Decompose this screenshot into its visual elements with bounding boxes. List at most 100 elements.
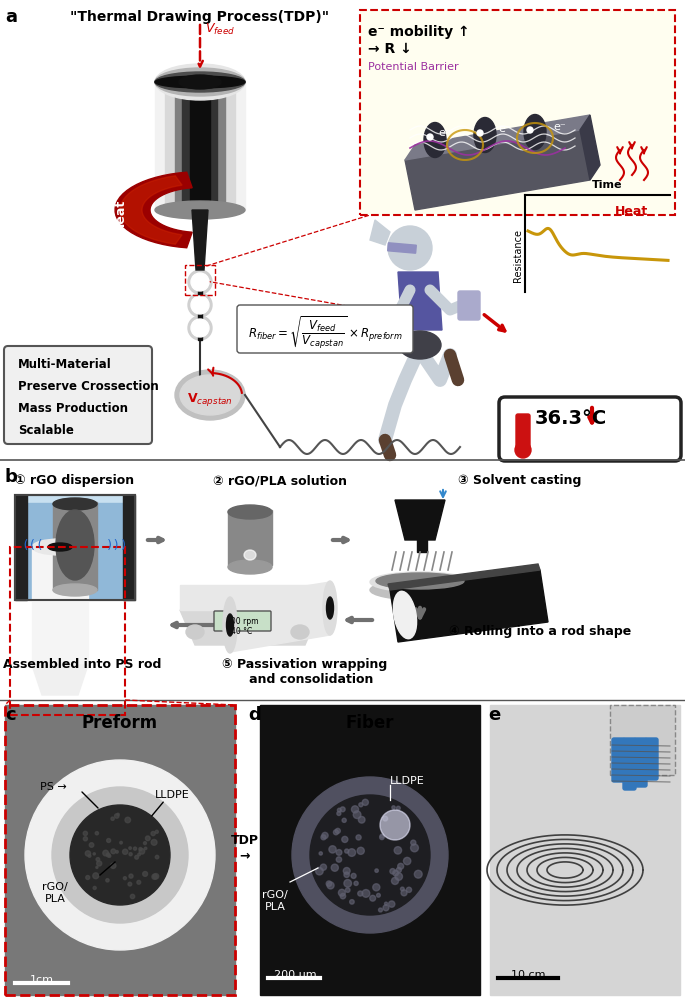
Circle shape (329, 846, 336, 853)
Ellipse shape (376, 573, 464, 589)
Circle shape (130, 894, 135, 899)
Text: "Thermal Drawing Process(TDP)": "Thermal Drawing Process(TDP)" (71, 10, 329, 24)
Circle shape (380, 834, 384, 838)
Circle shape (70, 805, 170, 905)
Circle shape (353, 811, 361, 819)
Text: (((: ((( (22, 539, 45, 552)
Circle shape (123, 877, 127, 880)
Circle shape (108, 855, 111, 858)
Circle shape (155, 855, 159, 859)
Bar (32, 545, 88, 665)
Text: Potential Barrier: Potential Barrier (368, 62, 459, 72)
Circle shape (155, 830, 158, 834)
Circle shape (326, 881, 332, 886)
Polygon shape (32, 665, 88, 695)
Text: PS →: PS → (40, 782, 66, 792)
Circle shape (390, 869, 395, 874)
Circle shape (351, 873, 356, 879)
Circle shape (379, 835, 384, 840)
Circle shape (380, 810, 410, 840)
Bar (490, 705, 680, 995)
Circle shape (349, 900, 354, 904)
Bar (15, 495, 27, 600)
Circle shape (128, 882, 132, 886)
Circle shape (397, 806, 400, 810)
Text: $\mathbf{V}_{capstan}$: $\mathbf{V}_{capstan}$ (187, 390, 233, 407)
Circle shape (338, 808, 341, 812)
Bar (417, 538, 427, 552)
Circle shape (338, 889, 345, 896)
Text: Heat: Heat (114, 198, 127, 231)
Polygon shape (580, 115, 600, 180)
Circle shape (95, 832, 99, 835)
Bar (388, 243, 416, 253)
Ellipse shape (370, 572, 470, 592)
Text: ① rGO dispersion: ① rGO dispersion (16, 474, 134, 487)
Circle shape (362, 890, 370, 897)
Circle shape (427, 134, 433, 140)
Circle shape (395, 873, 403, 880)
Ellipse shape (228, 505, 272, 519)
Text: TDP
→: TDP → (231, 834, 259, 862)
Text: e: e (488, 706, 500, 724)
Circle shape (188, 316, 212, 340)
Circle shape (414, 870, 422, 878)
Circle shape (52, 787, 188, 923)
Circle shape (383, 816, 388, 821)
Circle shape (358, 817, 365, 823)
Circle shape (388, 226, 432, 270)
Circle shape (92, 873, 99, 879)
Text: Multi-Material: Multi-Material (18, 358, 112, 371)
Circle shape (116, 851, 119, 853)
Circle shape (129, 853, 132, 856)
Ellipse shape (180, 375, 240, 415)
Polygon shape (120, 176, 182, 244)
Circle shape (327, 882, 334, 889)
Polygon shape (192, 210, 208, 270)
Text: ))): ))) (105, 539, 128, 552)
Text: Fiber: Fiber (346, 714, 395, 732)
Circle shape (401, 890, 407, 896)
Ellipse shape (474, 117, 496, 152)
Ellipse shape (155, 64, 245, 100)
Text: b: b (5, 468, 18, 486)
FancyBboxPatch shape (612, 738, 625, 782)
Circle shape (97, 861, 102, 866)
Bar (32, 545, 88, 665)
Circle shape (321, 864, 327, 870)
Ellipse shape (48, 543, 72, 551)
Circle shape (191, 319, 209, 337)
Circle shape (111, 817, 114, 821)
Circle shape (411, 840, 416, 845)
Polygon shape (370, 220, 390, 245)
Text: e⁻: e⁻ (553, 122, 566, 132)
Circle shape (345, 888, 350, 892)
Bar (198, 275, 202, 340)
Circle shape (292, 777, 448, 933)
Circle shape (84, 837, 88, 841)
Circle shape (332, 864, 338, 871)
FancyBboxPatch shape (214, 611, 271, 631)
Circle shape (86, 876, 90, 880)
Bar (5, 705, 235, 995)
Text: Time: Time (592, 180, 622, 190)
Text: Resistance: Resistance (513, 228, 523, 281)
Ellipse shape (393, 592, 416, 639)
Circle shape (106, 853, 110, 857)
Circle shape (125, 817, 131, 823)
Circle shape (134, 847, 136, 850)
Circle shape (310, 795, 430, 915)
Bar (165, 80, 235, 210)
Circle shape (401, 887, 404, 891)
Circle shape (142, 872, 147, 877)
Ellipse shape (223, 597, 237, 653)
Ellipse shape (56, 510, 94, 580)
Circle shape (373, 884, 380, 891)
Circle shape (151, 840, 157, 845)
Circle shape (139, 849, 145, 854)
Circle shape (145, 847, 147, 850)
FancyBboxPatch shape (360, 10, 675, 215)
Ellipse shape (424, 122, 446, 157)
Circle shape (342, 837, 348, 843)
Circle shape (336, 850, 342, 855)
